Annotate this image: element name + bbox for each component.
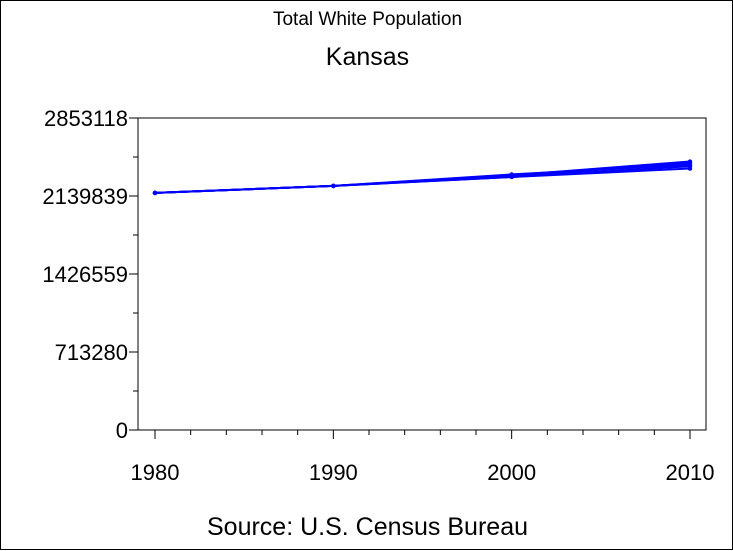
x-tick-label: 2000 [487,460,536,485]
chart-subtitle: Kansas [325,43,410,71]
y-tick-label: 2853118 [44,106,128,131]
x-tick-label: 1980 [131,460,180,485]
data-point [509,173,514,178]
y-tick-label: 0 [116,418,128,443]
x-tick-label: 1990 [309,460,358,485]
y-tick-label: 2139839 [42,184,128,209]
chart-footnote: Source: U.S. Census Bureau [207,513,528,541]
data-point [687,159,693,164]
data-point [331,183,336,189]
data-point [152,190,158,196]
x-tick-label: 2010 [666,460,715,485]
series-line [154,160,691,194]
plot-area [137,117,707,431]
y-tick-label: 1426559 [42,262,128,287]
y-tick-label: 713280 [55,340,128,365]
chart-title: Total White Population [272,9,463,30]
